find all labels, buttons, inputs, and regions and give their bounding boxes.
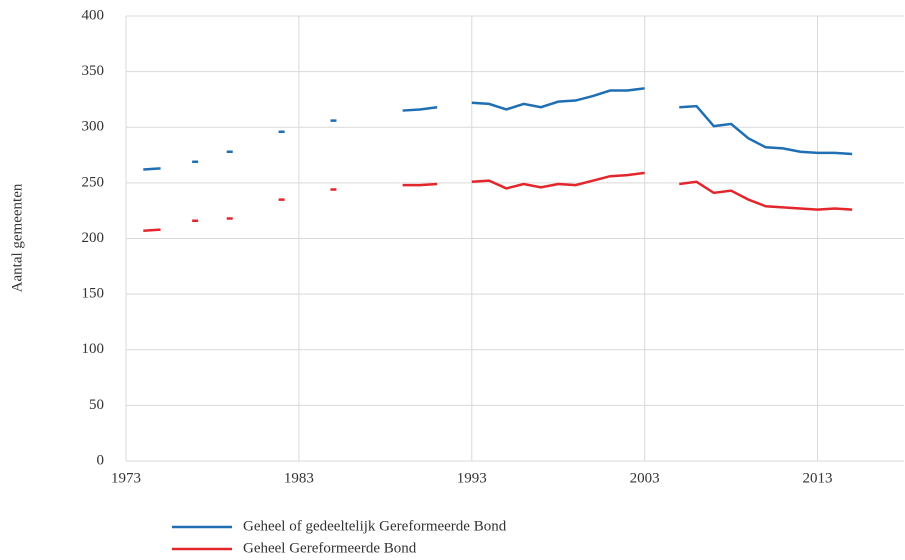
y-tick-label: 400 xyxy=(82,7,105,23)
legend-label: Geheel Gereformeerde Bond xyxy=(243,540,417,556)
y-tick-label: 200 xyxy=(82,230,105,246)
y-tick-label: 50 xyxy=(89,397,104,413)
y-tick-label: 250 xyxy=(82,174,105,190)
y-tick-label: 300 xyxy=(82,119,105,135)
x-tick-label: 1983 xyxy=(284,470,314,486)
x-tick-label: 2013 xyxy=(803,470,833,486)
y-tick-label: 0 xyxy=(97,452,105,468)
x-tick-label: 1973 xyxy=(111,470,141,486)
series-line xyxy=(143,171,853,232)
x-tick-label: 2003 xyxy=(630,470,660,486)
y-tick-label: 100 xyxy=(82,341,105,357)
legend-label: Geheel of gedeeltelijk Gereformeerde Bon… xyxy=(243,518,507,534)
series-line xyxy=(143,87,853,171)
y-axis-label: Aantal gemeenten xyxy=(9,183,25,292)
y-tick-label: 150 xyxy=(82,286,105,302)
y-tick-label: 350 xyxy=(82,63,105,79)
x-tick-label: 1993 xyxy=(457,470,487,486)
